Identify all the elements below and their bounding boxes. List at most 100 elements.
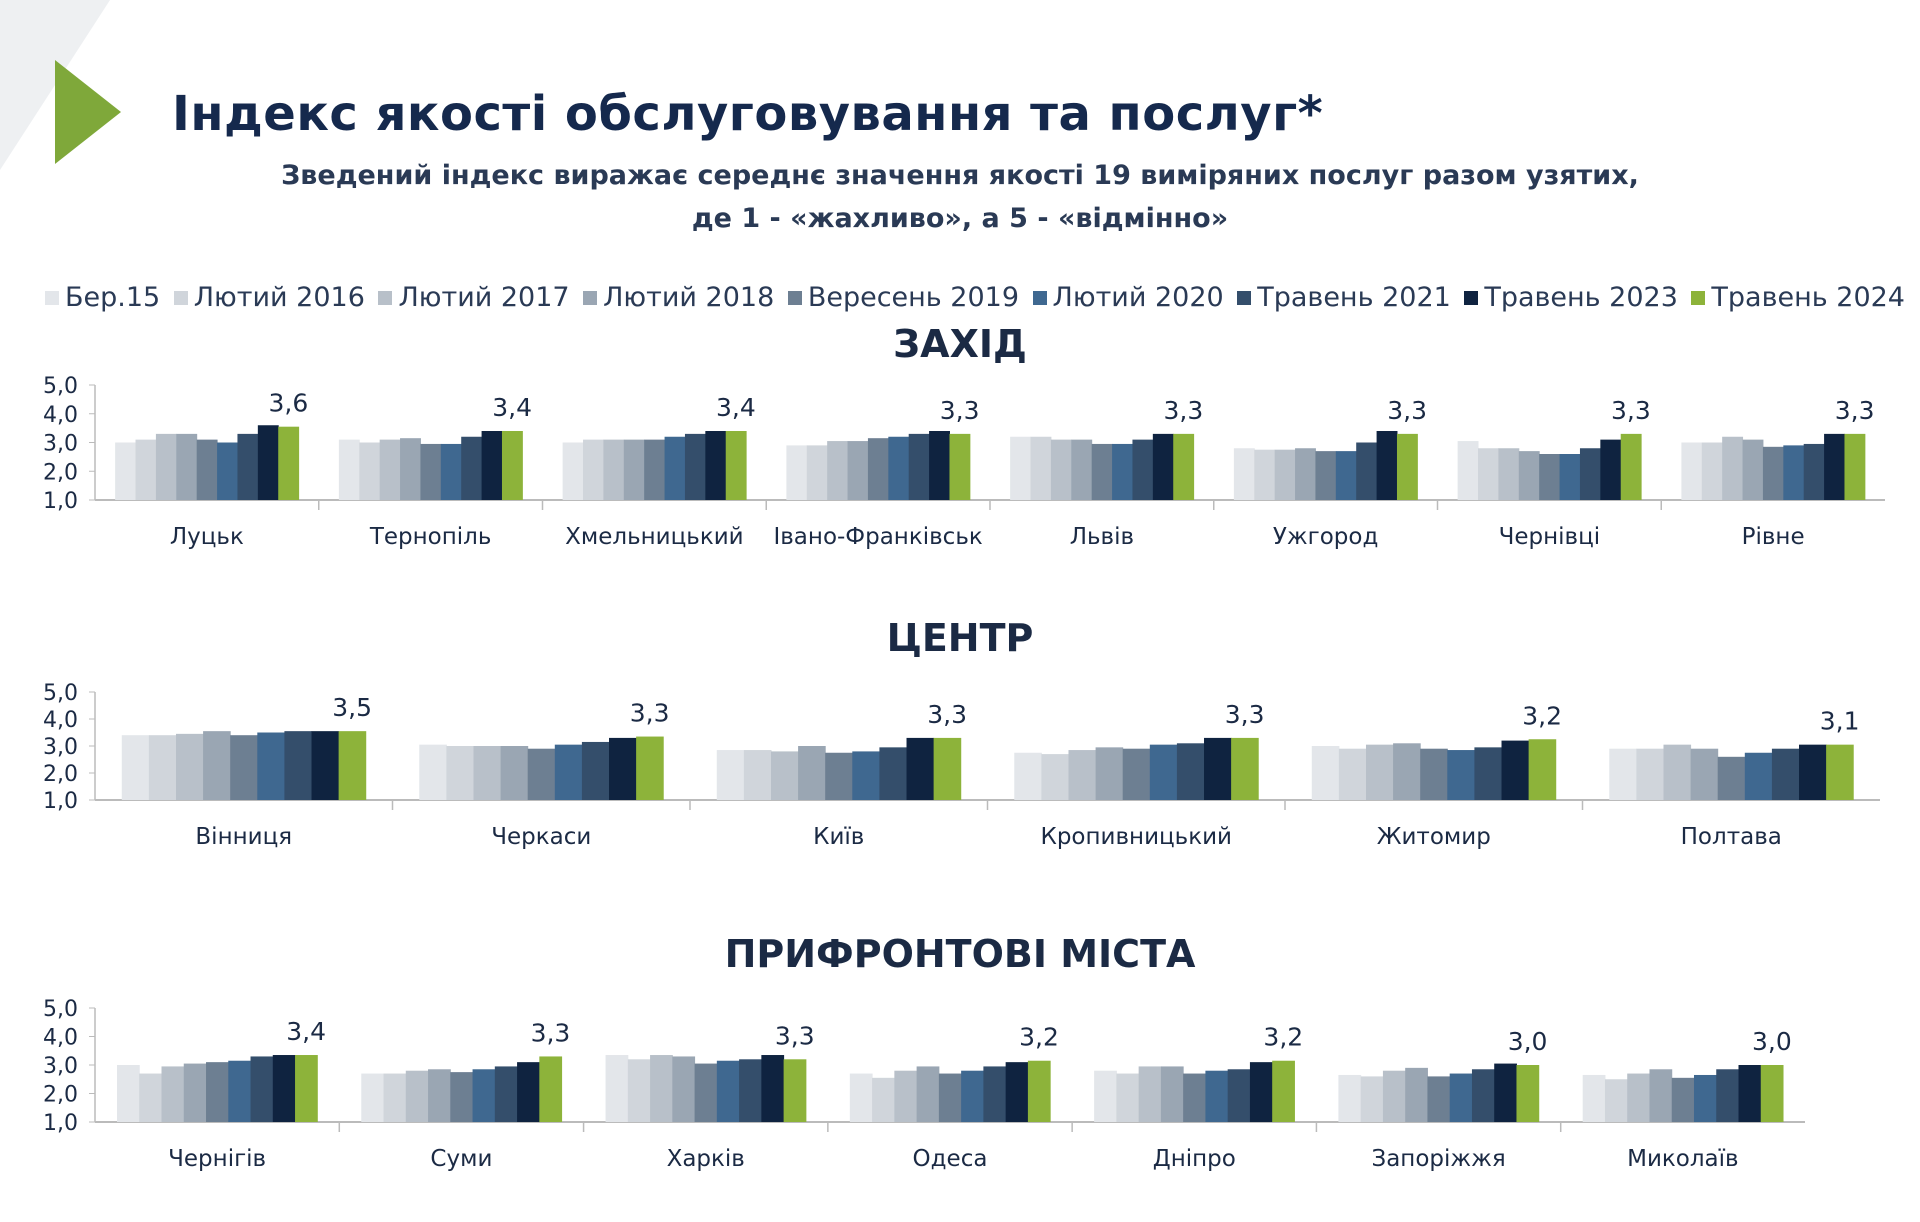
data-label: 3,4 bbox=[492, 393, 532, 422]
y-tick-label: 1,0 bbox=[43, 1111, 78, 1136]
bar bbox=[694, 1063, 718, 1122]
legend-label: Лютий 2016 bbox=[193, 282, 365, 313]
bar bbox=[1393, 743, 1421, 800]
bar bbox=[1494, 1063, 1517, 1122]
category-label: Чернівці bbox=[1499, 524, 1601, 550]
bar bbox=[472, 1069, 496, 1122]
category-label: Кропивницький bbox=[1040, 824, 1232, 850]
bar bbox=[827, 441, 849, 500]
bar bbox=[1233, 448, 1255, 500]
bar bbox=[1478, 448, 1499, 500]
data-label: 3,3 bbox=[630, 699, 670, 728]
bar bbox=[230, 735, 258, 800]
bar bbox=[1116, 1073, 1140, 1122]
data-label: 3,2 bbox=[1263, 1023, 1303, 1052]
bar bbox=[825, 752, 853, 800]
bar bbox=[636, 736, 664, 800]
bar bbox=[725, 431, 747, 500]
bar bbox=[1681, 442, 1703, 500]
bar bbox=[278, 426, 300, 500]
bar bbox=[1254, 449, 1276, 500]
bar bbox=[961, 1070, 984, 1122]
bar bbox=[1579, 448, 1601, 500]
bar bbox=[852, 751, 880, 800]
legend-swatch bbox=[378, 290, 393, 305]
category-label: Черкаси bbox=[491, 824, 591, 850]
bar bbox=[1717, 756, 1746, 800]
bar bbox=[1516, 1065, 1540, 1122]
bar bbox=[257, 425, 279, 500]
bar bbox=[450, 1072, 474, 1122]
legend-label: Бер.15 bbox=[65, 282, 161, 313]
bar bbox=[250, 1056, 274, 1122]
category-label: Тернопіль bbox=[369, 524, 492, 550]
bar bbox=[783, 1059, 807, 1122]
legend-item: Вересень 2019 bbox=[787, 282, 1019, 313]
category-label: Ужгород bbox=[1273, 524, 1378, 550]
bar bbox=[983, 1066, 1007, 1122]
bar bbox=[761, 1055, 785, 1122]
bar bbox=[1600, 439, 1622, 500]
bar bbox=[500, 746, 529, 800]
bar bbox=[1138, 1066, 1162, 1122]
bar bbox=[847, 441, 869, 500]
bar bbox=[1742, 439, 1764, 500]
category-label: Львів bbox=[1070, 524, 1134, 550]
bar bbox=[400, 438, 421, 500]
bar bbox=[627, 1059, 651, 1122]
chart-west: 1,0 2,0 3,0 4,0 5,0 3,6 Луцьк 3,4 Тернопіль 3,4 Хм… bbox=[43, 374, 1885, 550]
bar bbox=[1041, 754, 1069, 800]
bar bbox=[906, 737, 935, 800]
y-tick-label: 3,0 bbox=[43, 735, 78, 760]
bar bbox=[949, 433, 971, 500]
bar bbox=[644, 439, 666, 500]
bar bbox=[446, 746, 474, 800]
section-title-frontline: ПРИФРОНТОВІ МІСТА bbox=[724, 932, 1196, 976]
bar bbox=[161, 1066, 185, 1122]
bar bbox=[786, 445, 808, 500]
y-tick-label: 5,0 bbox=[43, 997, 78, 1022]
bar bbox=[1447, 750, 1475, 800]
bar bbox=[501, 431, 523, 500]
bar bbox=[716, 750, 745, 800]
bar bbox=[1449, 1073, 1473, 1122]
legend-label: Лютий 2020 bbox=[1052, 282, 1224, 313]
bar bbox=[739, 1059, 762, 1122]
bar bbox=[1094, 1070, 1117, 1122]
bar bbox=[361, 1073, 385, 1122]
data-label: 3,4 bbox=[716, 393, 756, 422]
bar bbox=[135, 439, 157, 500]
bar bbox=[1068, 750, 1097, 800]
bar bbox=[1030, 436, 1052, 500]
legend-label: Травень 2024 bbox=[1711, 282, 1905, 313]
bar bbox=[1295, 448, 1316, 500]
bar bbox=[705, 431, 727, 500]
bar bbox=[338, 731, 367, 800]
bar bbox=[849, 1073, 873, 1122]
category-label: Дніпро bbox=[1153, 1146, 1236, 1172]
bar bbox=[1005, 1062, 1029, 1122]
bar bbox=[228, 1060, 252, 1122]
bar bbox=[1027, 1060, 1051, 1122]
bar bbox=[623, 439, 645, 500]
legend-label: Травень 2021 bbox=[1257, 282, 1451, 313]
bar bbox=[1420, 748, 1448, 800]
bar bbox=[359, 442, 381, 500]
bar bbox=[1620, 433, 1642, 500]
category-label: Рівне bbox=[1742, 524, 1805, 550]
bar bbox=[1471, 1069, 1495, 1122]
bar bbox=[554, 744, 583, 800]
bar bbox=[1071, 439, 1093, 500]
bar bbox=[743, 750, 772, 800]
bar bbox=[461, 436, 483, 500]
bar bbox=[894, 1070, 918, 1122]
data-label: 3,0 bbox=[1508, 1027, 1548, 1056]
bar bbox=[121, 735, 150, 800]
y-tick-label: 5,0 bbox=[43, 374, 78, 399]
bar bbox=[1427, 1076, 1451, 1122]
bar bbox=[115, 442, 137, 500]
y-tick-label: 2,0 bbox=[43, 762, 78, 787]
bar bbox=[770, 751, 799, 800]
y-tick-label: 2,0 bbox=[43, 1083, 78, 1108]
bar bbox=[1311, 746, 1340, 800]
